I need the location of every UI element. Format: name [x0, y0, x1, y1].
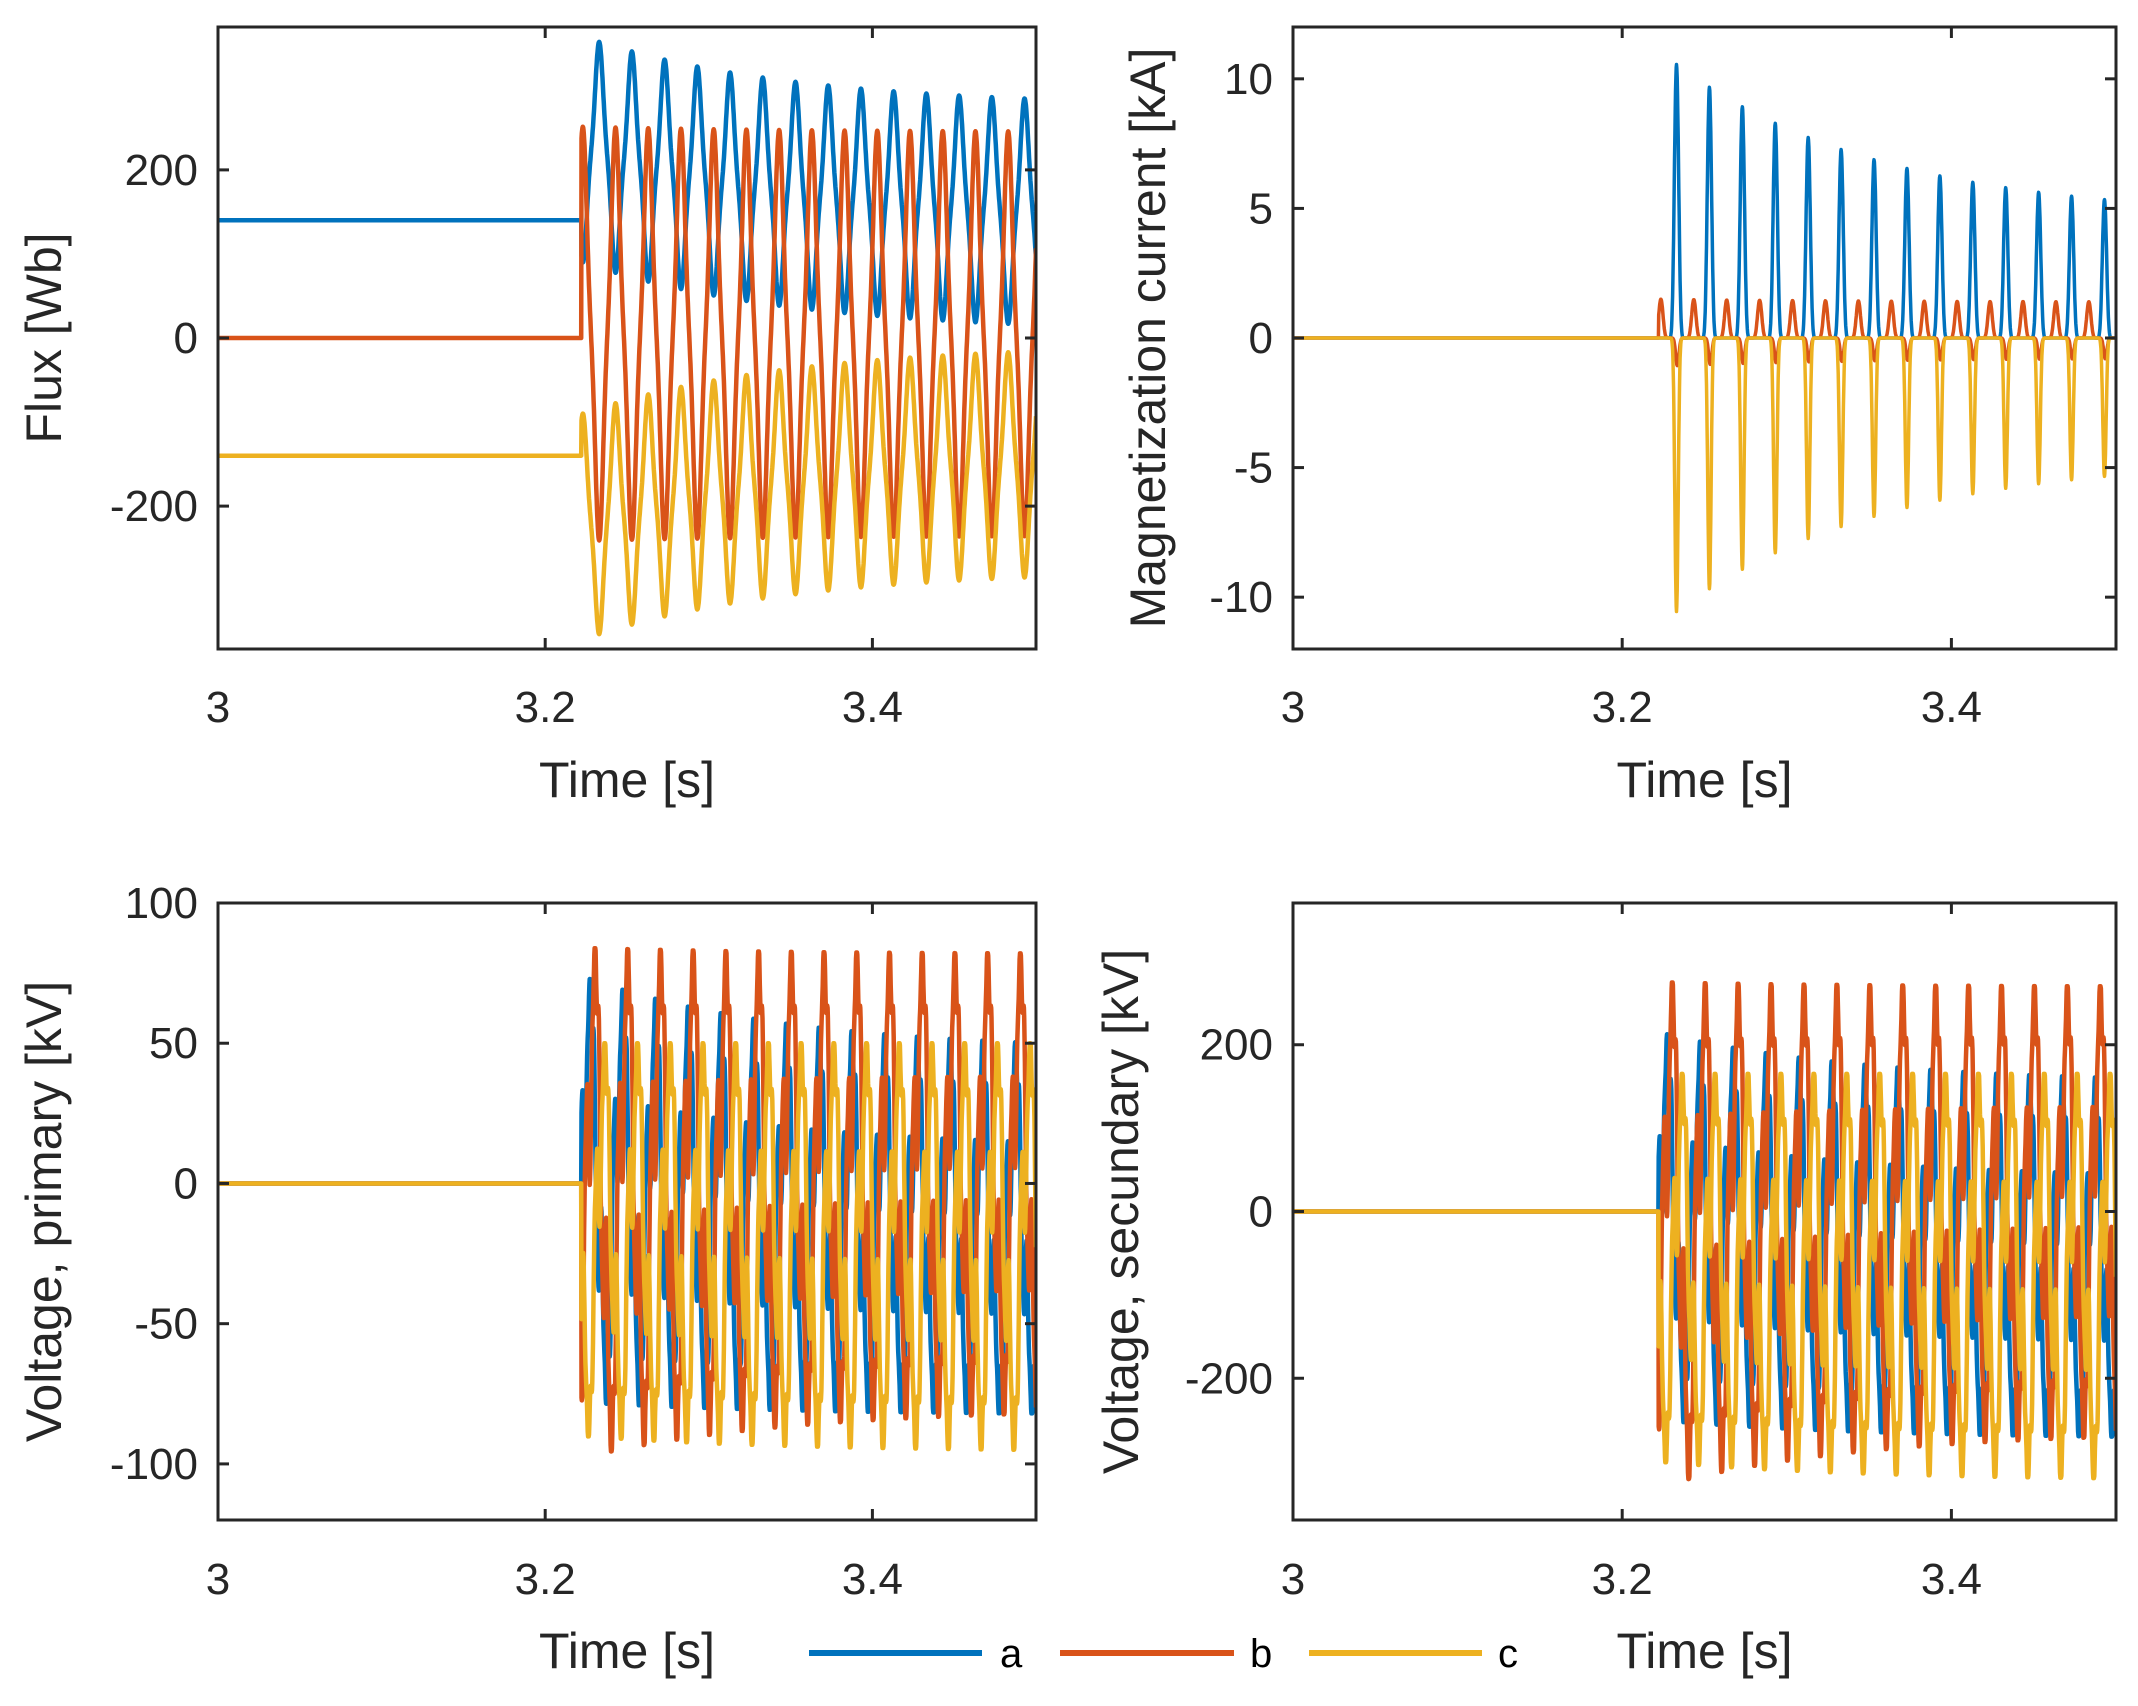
y-tick-label: -5	[1234, 444, 1273, 493]
x-tick-label: 3	[1281, 683, 1305, 732]
magnetization-current-series-c	[1293, 336, 2116, 614]
y-tick-label: 0	[1249, 1188, 1273, 1237]
flux-series-b	[218, 124, 1036, 543]
y-tick-label: -200	[110, 482, 198, 531]
y-tick-label: -10	[1209, 573, 1273, 622]
flux-series-a	[218, 39, 1036, 327]
x-axis-label: Time [s]	[1617, 1623, 1793, 1679]
y-axis-label: Flux [Wb]	[16, 232, 72, 443]
y-tick-label: -50	[134, 1300, 198, 1349]
x-axis-label: Time [s]	[1617, 752, 1793, 808]
voltage-primary-series-c	[218, 1040, 1036, 1452]
y-axis-label: Voltage, secundary [kV]	[1093, 949, 1149, 1474]
voltage-secondary-chart: 3 3.2 3.4 -200 0 200 Time [s] Voltage, secundar…	[1093, 901, 2118, 1679]
magnetization-current-chart: 3 3.2 3.4 -10 -5 0 5 10 Time [s] Magnetization cu…	[1120, 25, 2118, 808]
x-tick-label: 3.2	[1592, 1555, 1653, 1604]
y-tick-label: 200	[1200, 1021, 1273, 1070]
x-tick-label: 3.4	[842, 1555, 903, 1604]
x-tick-label: 3	[206, 683, 230, 732]
magnetization-current-series-a	[1293, 62, 2116, 340]
legend: a b c	[809, 1632, 1518, 1676]
x-tick-label: 3.4	[842, 683, 903, 732]
flux-chart: 3 3.2 3.4 -200 0 200 Time [s] Flux [Wb]	[16, 25, 1038, 808]
x-tick-label: 3.4	[1921, 1555, 1982, 1604]
y-tick-label: -200	[1185, 1354, 1273, 1403]
x-tick-label: 3.2	[1592, 683, 1653, 732]
legend-label-a: a	[1000, 1632, 1023, 1676]
y-tick-label: 5	[1249, 184, 1273, 233]
y-tick-label: 200	[125, 146, 198, 195]
x-tick-label: 3.2	[515, 1555, 576, 1604]
x-tick-label: 3	[1281, 1555, 1305, 1604]
y-tick-label: 100	[125, 879, 198, 928]
y-tick-label: 0	[1249, 314, 1273, 363]
x-axis-label: Time [s]	[539, 752, 715, 808]
voltage-secondary-series-c	[1293, 1071, 2116, 1481]
y-tick-label: 10	[1224, 55, 1273, 104]
legend-label-b: b	[1250, 1632, 1272, 1676]
y-tick-label: 0	[174, 314, 198, 363]
flux-series-c	[218, 349, 1036, 637]
x-tick-label: 3	[206, 1555, 230, 1604]
legend-label-c: c	[1498, 1632, 1518, 1676]
x-tick-label: 3.2	[515, 683, 576, 732]
x-tick-label: 3.4	[1921, 683, 1982, 732]
y-axis-label: Magnetization current [kA]	[1120, 48, 1176, 629]
y-tick-label: 0	[174, 1159, 198, 1208]
x-axis-label: Time [s]	[539, 1623, 715, 1679]
y-tick-label: 50	[149, 1019, 198, 1068]
y-tick-label: -100	[110, 1440, 198, 1489]
voltage-primary-axes-box	[216, 901, 1038, 1522]
voltage-primary-chart: 3 3.2 3.4 -100 -50 0 50 100 Time [s] Voltage, pri…	[16, 879, 1038, 1679]
y-axis-label: Voltage, primary [kV]	[16, 981, 72, 1442]
